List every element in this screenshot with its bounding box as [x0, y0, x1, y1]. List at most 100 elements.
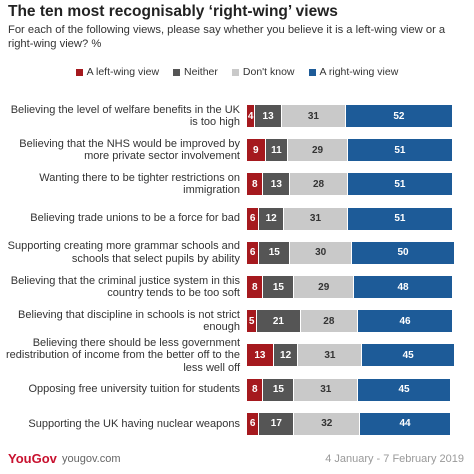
bar-segment: 8	[247, 173, 264, 196]
value-label: 5	[248, 315, 255, 327]
value-label: 31	[309, 213, 322, 225]
chart-subtitle: For each of the following views, please …	[8, 24, 446, 50]
bar-segment: 15	[263, 276, 295, 298]
category-label: Believing trade unions to be a force for…	[30, 212, 240, 225]
bar-segment: 8	[247, 378, 264, 401]
legend-label: A left-wing view	[86, 66, 160, 78]
value-label: 13	[262, 110, 274, 122]
bar-segment: 9	[247, 139, 266, 162]
value-label: 31	[307, 110, 319, 122]
value-label: 29	[318, 281, 330, 293]
value-label: 31	[324, 349, 336, 361]
category-label: Supporting the UK having nuclear weapons	[28, 417, 240, 430]
bar-segment: 32	[294, 412, 361, 435]
bar-segment: 31	[284, 207, 348, 230]
bar-segment: 4	[247, 105, 256, 127]
bar-segment: 48	[354, 276, 453, 298]
bar-segment: 17	[259, 412, 295, 435]
bar-segment: 31	[282, 105, 346, 127]
legend: A left-wing view Neither Don't know A right…	[0, 66, 474, 78]
category-label: Believing there should be less governmen…	[6, 336, 240, 374]
bar-segment: 50	[352, 241, 455, 264]
legend-label: Neither	[184, 66, 218, 78]
value-label: 51	[394, 178, 406, 190]
category-label: Believing that discipline in schools is …	[18, 308, 240, 334]
legend-item: A left-wing view	[75, 66, 160, 78]
category-label: Believing that the criminal justice syst…	[10, 274, 240, 300]
bar-segment: 12	[259, 207, 285, 230]
bar-segment: 51	[347, 173, 453, 196]
value-label: 48	[397, 281, 409, 293]
legend-swatch	[173, 68, 181, 76]
legend-label: A right-wing view	[319, 66, 399, 78]
bar-segment: 15	[259, 241, 291, 264]
value-label: 31	[320, 384, 332, 396]
value-label: 21	[272, 315, 284, 327]
bar-segment: 45	[362, 344, 455, 367]
bar-segment: 6	[247, 412, 260, 435]
bar-segment: 51	[347, 139, 453, 162]
value-label: 8	[251, 384, 258, 396]
bar-segment: 8	[247, 276, 264, 298]
value-label: 51	[394, 144, 406, 156]
value-label: 6	[249, 418, 256, 430]
category-label: Opposing free university tuition for stu…	[28, 383, 240, 396]
bar-segment: 51	[347, 207, 453, 230]
bar-segment: 12	[273, 344, 299, 367]
bar-segment: 15	[263, 378, 295, 401]
website: yougov.com	[62, 453, 121, 465]
value-label: 51	[394, 213, 406, 225]
legend-item: Neither	[173, 66, 218, 78]
bar-segment: 29	[294, 276, 355, 298]
value-label: 11	[271, 144, 282, 156]
value-label: 6	[249, 213, 256, 225]
value-label: 12	[265, 213, 277, 225]
bar-segment: 6	[247, 207, 260, 230]
value-label: 9	[252, 144, 259, 156]
legend-item: A right-wing view	[308, 66, 399, 78]
bar-segment: 28	[290, 173, 348, 196]
value-label: 8	[251, 178, 258, 190]
category-label: Wanting there to be tighter restrictions…	[39, 171, 240, 197]
value-label: 52	[393, 110, 405, 122]
legend-swatch	[75, 68, 83, 76]
value-label: 15	[272, 281, 284, 293]
bar-segment: 52	[345, 105, 453, 127]
bar-segment: 13	[263, 173, 291, 196]
legend-swatch	[308, 68, 316, 76]
value-label: 28	[313, 178, 325, 190]
value-label: 28	[323, 315, 335, 327]
value-label: 30	[315, 247, 327, 259]
value-label: 15	[268, 247, 280, 259]
value-label: 45	[402, 349, 414, 361]
value-label: 4	[247, 110, 254, 122]
value-label: 6	[249, 247, 256, 259]
bar-segment: 31	[298, 344, 363, 367]
bar-segment: 28	[300, 310, 359, 333]
legend-item: Don't know	[231, 66, 295, 78]
chart-title: The ten most recognisably ‘right-wing’ v…	[8, 3, 338, 20]
footer: YouGov yougov.com 4 January - 7 February…	[0, 446, 474, 474]
bar-segment: 44	[360, 412, 451, 435]
legend-swatch	[231, 68, 239, 76]
date: 4 January - 7 February 2019	[325, 453, 464, 465]
logo: YouGov	[8, 451, 57, 466]
value-label: 17	[270, 418, 282, 430]
category-label: Believing that the NHS would be improved…	[19, 137, 240, 163]
bar-segment: 6	[247, 241, 260, 264]
bar-segment: 30	[290, 241, 353, 264]
bar-segment: 11	[265, 139, 289, 162]
category-label: Believing the level of welfare benefits …	[10, 103, 240, 129]
value-label: 13	[270, 178, 282, 190]
value-label: 50	[397, 247, 409, 259]
value-label: 29	[311, 144, 324, 156]
value-label: 32	[321, 418, 333, 430]
bar-segment: 29	[288, 139, 348, 162]
value-label: 12	[280, 349, 292, 361]
bar-segment: 31	[294, 378, 359, 401]
value-label: 15	[272, 384, 284, 396]
value-label: 8	[251, 281, 258, 293]
value-label: 13	[254, 349, 266, 361]
bar-segment: 46	[358, 310, 453, 333]
